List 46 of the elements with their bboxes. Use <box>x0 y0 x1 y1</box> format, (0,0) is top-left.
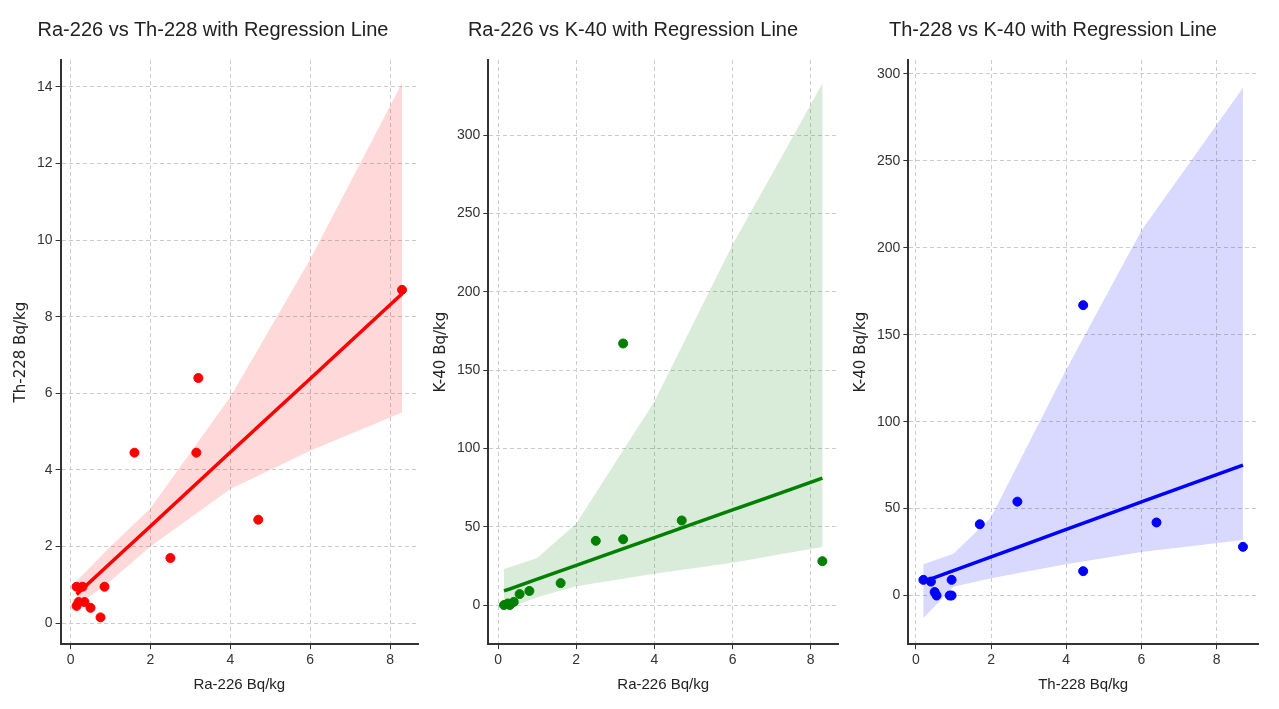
y-tick-label: 150 <box>457 360 481 377</box>
chart-title: Th-228 vs K-40 with Regression Line <box>889 17 1217 40</box>
x-tick-label: 8 <box>806 651 815 668</box>
x-tick-label: 6 <box>306 651 315 668</box>
y-tick-label: 300 <box>457 126 481 143</box>
y-tick-label: 6 <box>44 384 53 401</box>
y-tick-label: 14 <box>36 77 53 94</box>
y-tick-label: 0 <box>892 586 901 603</box>
x-tick-label: 8 <box>1212 651 1221 668</box>
x-axis-title: Th-228 Bq/kg <box>1038 675 1129 693</box>
y-tick-label: 50 <box>884 499 901 516</box>
y-tick-label: 0 <box>472 595 481 612</box>
chart-title: Ra-226 vs Th-228 with Regression Line <box>37 17 389 40</box>
chart-title: Ra-226 vs K-40 with Regression Line <box>467 17 799 40</box>
x-tick-label: 2 <box>572 651 581 668</box>
y-axis-title: K-40 Bq/kg <box>430 311 449 393</box>
y-tick-label: 200 <box>457 282 481 299</box>
x-tick-label: 6 <box>1137 651 1146 668</box>
x-tick-label: 4 <box>650 651 659 668</box>
x-tick-label: 8 <box>386 651 395 668</box>
x-axis-title: Ra-226 Bq/kg <box>193 675 286 693</box>
y-tick-label: 8 <box>44 307 53 324</box>
y-tick-label: 4 <box>44 460 53 477</box>
y-tick-label: 200 <box>877 238 901 255</box>
x-tick-label: 0 <box>66 651 75 668</box>
y-tick-label: 100 <box>877 412 901 429</box>
y-axis-title: Th-228 Bq/kg <box>10 301 29 404</box>
x-tick-label: 4 <box>226 651 235 668</box>
y-tick-label: 12 <box>36 154 53 171</box>
x-tick-label: 0 <box>494 651 503 668</box>
y-tick-label: 250 <box>457 204 481 221</box>
x-tick-label: 2 <box>987 651 996 668</box>
y-tick-label: 0 <box>44 613 53 630</box>
x-axis-title: Ra-226 Bq/kg <box>617 675 710 693</box>
x-tick-label: 0 <box>911 651 920 668</box>
x-tick-label: 6 <box>728 651 737 668</box>
y-tick-label: 250 <box>877 151 901 168</box>
y-tick-label: 100 <box>457 439 481 456</box>
y-tick-label: 150 <box>877 325 901 342</box>
y-tick-label: 300 <box>877 64 901 81</box>
y-tick-label: 50 <box>464 517 481 534</box>
y-tick-label: 10 <box>36 230 53 247</box>
x-tick-label: 4 <box>1062 651 1071 668</box>
y-tick-label: 2 <box>44 537 53 554</box>
x-tick-label: 2 <box>146 651 155 668</box>
y-axis-title: K-40 Bq/kg <box>850 311 869 393</box>
